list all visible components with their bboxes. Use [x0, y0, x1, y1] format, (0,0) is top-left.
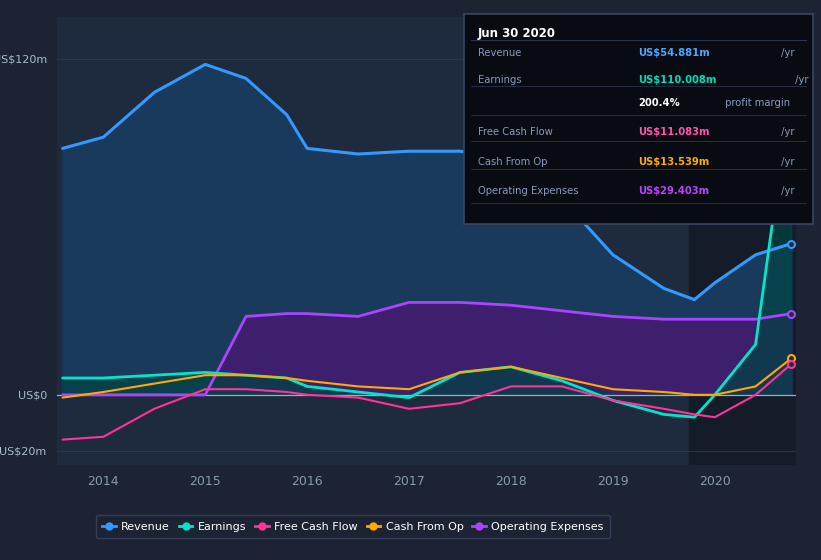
Legend: Revenue, Earnings, Free Cash Flow, Cash From Op, Operating Expenses: Revenue, Earnings, Free Cash Flow, Cash …	[96, 515, 610, 539]
Text: /yr: /yr	[778, 48, 795, 58]
Text: profit margin: profit margin	[722, 98, 790, 108]
Text: Earnings: Earnings	[478, 75, 521, 85]
Text: /yr: /yr	[778, 186, 795, 196]
Text: Revenue: Revenue	[478, 48, 521, 58]
Text: /yr: /yr	[778, 128, 795, 137]
Text: US$110.008m: US$110.008m	[639, 75, 717, 85]
Text: Free Cash Flow: Free Cash Flow	[478, 128, 553, 137]
Text: US$54.881m: US$54.881m	[639, 48, 710, 58]
Text: 200.4%: 200.4%	[639, 98, 680, 108]
Text: Operating Expenses: Operating Expenses	[478, 186, 578, 196]
Text: /yr: /yr	[791, 75, 809, 85]
Bar	[690, 17, 801, 465]
Text: Cash From Op: Cash From Op	[478, 157, 548, 167]
Text: Jun 30 2020: Jun 30 2020	[478, 27, 556, 40]
Text: US$11.083m: US$11.083m	[639, 128, 710, 137]
Text: /yr: /yr	[778, 157, 795, 167]
Text: US$29.403m: US$29.403m	[639, 186, 709, 196]
Text: US$13.539m: US$13.539m	[639, 157, 709, 167]
